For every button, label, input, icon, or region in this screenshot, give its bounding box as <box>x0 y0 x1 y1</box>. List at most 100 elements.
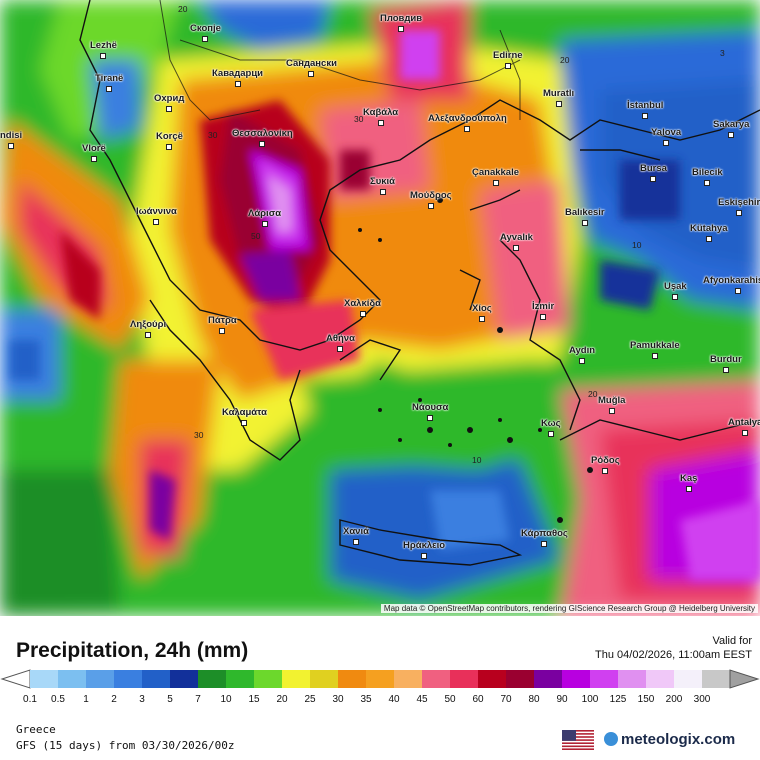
city-label: Yalova <box>651 127 682 146</box>
city-label: Ιωάννινα <box>136 206 177 225</box>
scale-swatch <box>394 670 423 688</box>
scale-label: 80 <box>528 694 540 705</box>
contour-label: 50 <box>251 231 261 241</box>
city-label: Kaş <box>680 473 698 492</box>
scale-label: 3 <box>139 694 145 705</box>
city-label: Кавадарци <box>212 68 263 87</box>
city-label: Λάρισα <box>248 208 282 227</box>
city-label: Uşak <box>664 281 687 300</box>
city-label: Πάτρα <box>208 315 237 334</box>
city-label: Ηράκλειο <box>403 540 446 559</box>
scale-swatch <box>170 670 199 688</box>
contour-label: 30 <box>354 114 364 124</box>
scale-swatch <box>30 670 59 688</box>
city-label: Χαλκίδα <box>344 298 381 317</box>
city-label: Συκιά <box>370 176 396 195</box>
city-label: Νάουσα <box>412 402 449 421</box>
scale-label: 5 <box>167 694 173 705</box>
scale-label: 35 <box>360 694 372 705</box>
scale-label: 2 <box>111 694 117 705</box>
scale-label: 50 <box>444 694 456 705</box>
city-label: Çanakkale <box>472 167 520 186</box>
scale-label: 20 <box>276 694 288 705</box>
scale-label: 90 <box>556 694 568 705</box>
city-label: Muğla <box>598 395 626 414</box>
scale-swatch <box>86 670 115 688</box>
scale-swatch <box>282 670 311 688</box>
contour-label: 20 <box>178 4 188 14</box>
contour-label: 10 <box>632 240 642 250</box>
scale-label: 10 <box>220 694 232 705</box>
contour-label: 3 <box>720 48 725 58</box>
scale-label: 15 <box>248 694 260 705</box>
city-label: İstanbul <box>627 100 664 119</box>
scale-label: 30 <box>332 694 344 705</box>
brand-name: meteologix.com <box>621 731 736 748</box>
scale-label: 0.5 <box>51 694 65 705</box>
contour-label: 20 <box>588 389 598 399</box>
scale-swatch <box>618 670 647 688</box>
islands <box>358 197 593 523</box>
city-label: Burdur <box>710 354 742 373</box>
scale-label: 300 <box>693 694 711 705</box>
scale-swatch <box>114 670 143 688</box>
scale-swatch <box>562 670 591 688</box>
us-flag-icon[interactable] <box>562 730 594 750</box>
scale-swatch <box>534 670 563 688</box>
precipitation-map: Lezhë Tiranë Скопје Кавадарци Охрид Korç… <box>0 0 760 616</box>
scale-label: 125 <box>609 694 627 705</box>
city-label: Vlorë <box>82 143 106 162</box>
precipitation-field <box>0 0 760 616</box>
coastlines <box>79 0 760 566</box>
city-label: İzmir <box>532 301 555 320</box>
scale-swatch <box>338 670 367 688</box>
scale-label: 100 <box>581 694 599 705</box>
city-label: Θεσσαλονίκη <box>232 128 293 147</box>
scale-swatch <box>142 670 171 688</box>
city-label: Tiranë <box>95 73 124 92</box>
city-label: Αθήνα <box>326 333 355 352</box>
map-title: Precipitation, 24h (mm) <box>16 639 249 662</box>
scale-swatch <box>226 670 255 688</box>
city-label: Καβάλα <box>363 107 399 126</box>
city-label: Ρόδος <box>591 455 620 474</box>
city-label: Bilecik <box>692 167 723 186</box>
scale-swatch <box>506 670 535 688</box>
city-label: Edirne <box>493 50 523 69</box>
scale-label: 1 <box>83 694 89 705</box>
scale-swatch <box>590 670 619 688</box>
scale-swatch <box>674 670 703 688</box>
scale-label: 70 <box>500 694 512 705</box>
scale-label: 200 <box>665 694 683 705</box>
city-label: Охрид <box>154 93 185 112</box>
city-label: Muratlı <box>543 88 575 107</box>
city-label: Сандански <box>286 58 337 77</box>
city-label: Pamukkale <box>630 340 680 359</box>
borders <box>159 0 521 121</box>
contour-label: 20 <box>560 55 570 65</box>
city-label: Ayvalık <box>500 232 533 251</box>
region-label: Greece <box>16 723 56 736</box>
brand-logo[interactable]: meteologix.com <box>604 731 735 748</box>
scale-label: 7 <box>195 694 201 705</box>
city-label: Пловдив <box>380 13 423 32</box>
scale-swatch <box>478 670 507 688</box>
model-run-label: GFS (15 days) from 03/30/2026/00z <box>16 739 235 752</box>
scale-label: 40 <box>388 694 400 705</box>
scale-arrow-right <box>729 669 760 689</box>
city-label: Αλεξανδρούπολη <box>428 113 507 132</box>
city-label: Μούδρος <box>410 190 452 209</box>
city-label: Ληξούρι <box>130 319 167 338</box>
scale-swatch <box>254 670 283 688</box>
scale-swatch <box>646 670 675 688</box>
city-label: Скопје <box>190 23 221 42</box>
valid-label: Valid for <box>712 635 752 647</box>
scale-label: 60 <box>472 694 484 705</box>
scale-label: 25 <box>304 694 316 705</box>
city-label: Aydın <box>569 345 596 364</box>
legend-footer: Precipitation, 24h (mm) Valid for Thu 04… <box>0 616 760 760</box>
city-label: Eskişehir <box>718 197 760 216</box>
scale-label: 150 <box>637 694 655 705</box>
city-label: Καλαμάτα <box>222 407 267 426</box>
city-label: Antalya <box>728 417 760 436</box>
